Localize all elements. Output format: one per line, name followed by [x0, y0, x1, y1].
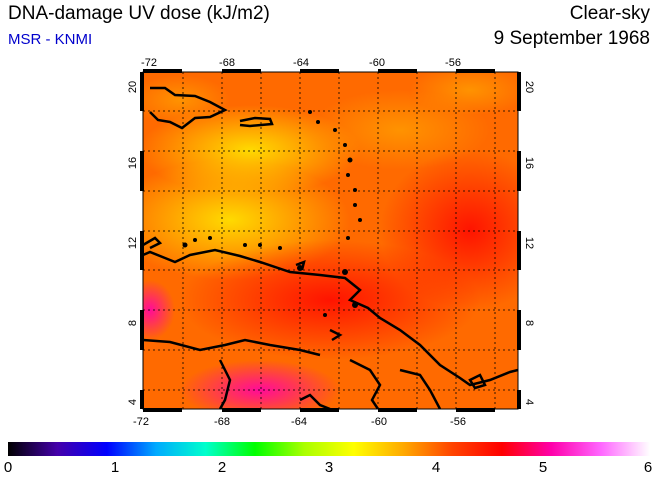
- coastlines: [143, 86, 518, 409]
- lon-tick-label: -56: [450, 416, 466, 428]
- lat-tick-label: 20: [127, 81, 139, 93]
- uv-field: [143, 72, 518, 409]
- lat-ticks-left: 20 16 12 8 4: [127, 81, 139, 405]
- lon-tick-label: -72: [133, 416, 149, 428]
- date-label: 9 September 1968: [493, 28, 650, 49]
- islands: [182, 110, 362, 317]
- colorbar-label: 1: [110, 459, 120, 476]
- lat-tick-label: 20: [523, 81, 535, 93]
- lon-tick-label: -56: [445, 57, 461, 69]
- colorbar-label: 5: [538, 459, 548, 476]
- lon-tick-label: -60: [371, 416, 387, 428]
- sky-condition-label: Clear-sky: [569, 3, 650, 24]
- lat-tick-label: 8: [523, 320, 535, 326]
- lat-ticks-right: 20 16 12 8 4: [523, 81, 535, 405]
- lon-tick-label: -64: [293, 57, 309, 69]
- lat-tick-label: 12: [523, 237, 535, 249]
- colorbar: [8, 442, 650, 456]
- colorbar-label: 6: [643, 459, 653, 476]
- lon-tick-label: -68: [214, 416, 230, 428]
- lat-tick-label: 4: [127, 399, 139, 405]
- uv-dose-map: -72 -68 -64 -60 -56 -72 -68 -64 -60 -56 …: [127, 57, 535, 428]
- lat-tick-label: 16: [523, 157, 535, 169]
- map-title: DNA-damage UV dose (kJ/m2): [8, 3, 270, 24]
- lat-tick-label: 4: [523, 399, 535, 405]
- colorbar-label: 0: [3, 459, 13, 476]
- lon-tick-label: -64: [291, 416, 307, 428]
- lon-tick-label: -60: [369, 57, 385, 69]
- lat-tick-label: 8: [127, 320, 139, 326]
- lon-tick-label: -68: [219, 57, 235, 69]
- lat-tick-label: 12: [127, 237, 139, 249]
- lon-ticks-top: -72 -68 -64 -60 -56: [141, 57, 461, 69]
- colorbar-label: 3: [324, 459, 334, 476]
- map-frame: [140, 69, 521, 412]
- colorbar-label: 2: [217, 459, 227, 476]
- lon-ticks-bottom: -72 -68 -64 -60 -56: [133, 416, 466, 428]
- gridlines: [143, 72, 518, 409]
- lat-tick-label: 16: [127, 157, 139, 169]
- lon-tick-label: -72: [141, 57, 157, 69]
- source-label: MSR - KNMI: [8, 31, 93, 48]
- colorbar-label: 4: [431, 459, 441, 476]
